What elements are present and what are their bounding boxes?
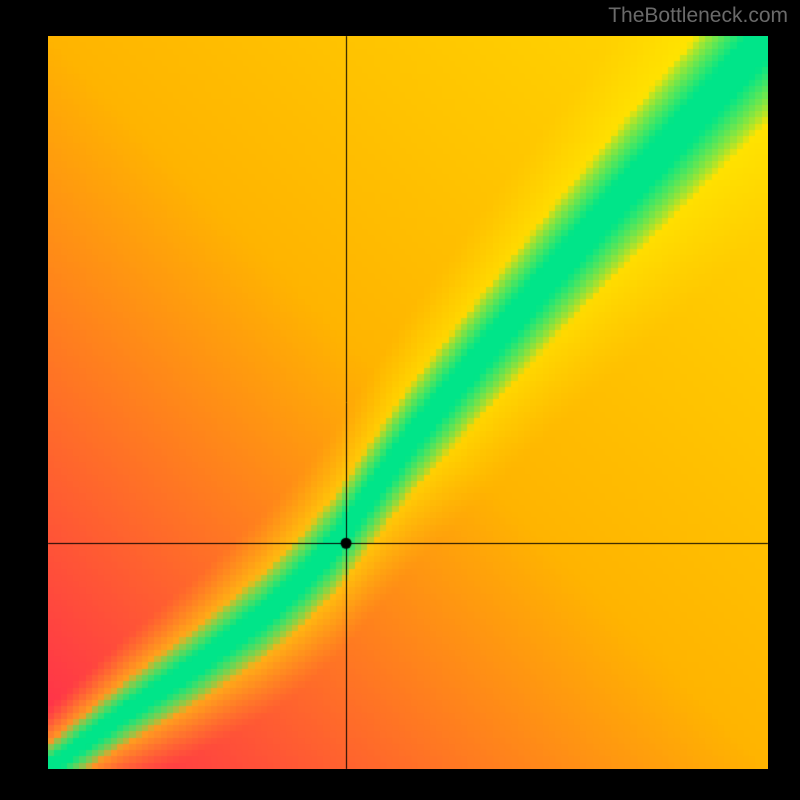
crosshair-overlay bbox=[0, 0, 800, 800]
watermark-text: TheBottleneck.com bbox=[608, 4, 788, 28]
chart-container: TheBottleneck.com bbox=[0, 0, 800, 800]
